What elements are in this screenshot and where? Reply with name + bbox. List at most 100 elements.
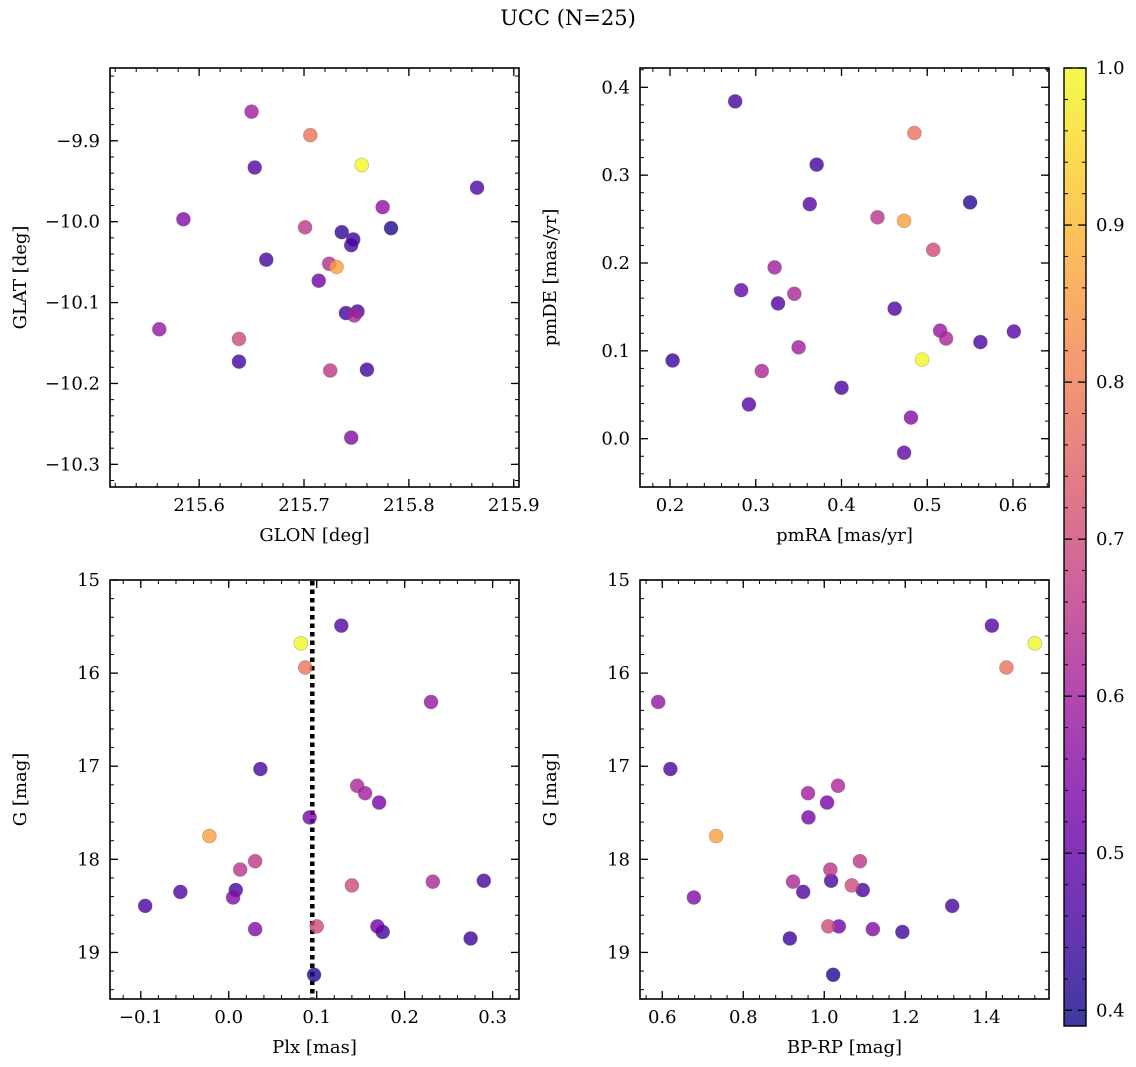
data-point (925, 242, 941, 258)
data-point (244, 104, 259, 119)
data-point (896, 213, 912, 229)
data-point (354, 157, 369, 173)
data-point (821, 919, 836, 934)
y-tick-label: −10.3 (45, 454, 100, 475)
data-point (819, 795, 835, 810)
data-point (795, 884, 811, 900)
x-tick-label: 0.2 (390, 1007, 419, 1028)
x-tick-label: 215.6 (173, 495, 225, 516)
colorbar-tick-label: 0.9 (1096, 215, 1125, 236)
data-point (334, 224, 350, 240)
data-point (151, 321, 167, 337)
data-point (137, 898, 153, 914)
data-point (370, 919, 385, 934)
data-point (371, 795, 387, 810)
y-tick-label: 16 (77, 663, 100, 684)
data-point (176, 211, 191, 227)
data-point (343, 237, 359, 253)
data-point (944, 898, 960, 914)
data-point (258, 252, 274, 268)
data-point (984, 618, 1000, 633)
y-tick-label: 19 (77, 942, 100, 963)
data-point (907, 125, 922, 141)
data-point (686, 890, 702, 905)
panel-3: −0.1 0.0 0.1 0.2 0.3 15 16 17 18 19 Plx [mas] G [ma… (10, 570, 520, 1058)
y-tick-label: 17 (77, 756, 100, 777)
data-point (741, 397, 757, 412)
y-tick-label: −10.0 (45, 212, 100, 233)
panel-4: 0.6 0.8 1.0 1.2 1.4 15 16 17 18 19 BP-RP [mag] G [m… (540, 570, 1050, 1058)
data-point (663, 761, 678, 777)
data-point (733, 282, 749, 298)
axes-frame (109, 579, 520, 1000)
data-point (225, 890, 241, 905)
data-point (463, 931, 478, 946)
colorbar-gradient (1064, 68, 1086, 1026)
data-point (423, 694, 439, 710)
data-point (999, 660, 1014, 675)
data-point (383, 220, 399, 236)
data-point (311, 273, 326, 289)
x-tick-label: 215.7 (278, 495, 330, 516)
data-point (303, 127, 318, 143)
data-point (782, 931, 798, 946)
data-point (343, 430, 359, 445)
data-point (938, 331, 954, 346)
data-point (297, 220, 313, 235)
data-point (375, 199, 390, 215)
x-tick-label: 0.0 (214, 1007, 243, 1028)
data-point (349, 778, 365, 794)
x-tick-label: 215.8 (383, 495, 435, 516)
colorbar: 0.4 0.5 0.6 0.7 0.8 0.9 1.0 (1063, 58, 1125, 1027)
data-point (801, 810, 816, 825)
axes-frame (639, 579, 1050, 1000)
colorbar-tick-label: 0.8 (1096, 372, 1125, 393)
colorbar-tick-label: 0.4 (1096, 1000, 1125, 1021)
data-point (665, 353, 680, 368)
x-tick-label: 0.4 (827, 495, 856, 516)
x-tick-label: 0.8 (729, 1007, 758, 1028)
y-tick-label: −9.9 (56, 131, 100, 152)
data-point (347, 308, 362, 323)
data-point (329, 259, 344, 275)
x-tick-label: 0.5 (913, 495, 942, 516)
axes-frame (639, 67, 1050, 488)
y-tick-label: 15 (77, 570, 100, 591)
data-point (825, 967, 841, 983)
x-tick-label: 1.0 (810, 1007, 839, 1028)
data-point (297, 660, 313, 675)
data-point (173, 884, 188, 900)
data-point (306, 967, 322, 983)
x-tick-label: 0.6 (648, 1007, 677, 1028)
data-point (791, 340, 806, 355)
data-point (302, 810, 317, 825)
x-tick-label: 215.9 (488, 495, 540, 516)
data-point (903, 410, 919, 425)
panel-1: 215.6 215.7 215.8 215.9 −9.9 −10.0 −10.1 −10.2 −… (10, 67, 540, 546)
y-tick-label: 17 (607, 756, 630, 777)
data-point (896, 445, 912, 461)
data-point (802, 196, 818, 212)
data-point (359, 362, 375, 378)
data-point (767, 260, 782, 275)
data-point (887, 301, 902, 316)
y-axis-label: pmDE [mas/yr] (540, 209, 561, 347)
data-point (870, 210, 885, 225)
x-axis-label: Plx [mas] (272, 1037, 357, 1058)
data-point (253, 761, 268, 777)
y-tick-label: −10.1 (45, 293, 100, 314)
y-tick-label: 18 (607, 849, 630, 870)
data-point (202, 828, 217, 844)
x-tick-label: 1.2 (891, 1007, 920, 1028)
data-point (322, 363, 338, 378)
x-axis-label: BP-RP [mag] (787, 1037, 902, 1058)
panel-2: 0.2 0.3 0.4 0.5 0.6 0.0 0.1 0.2 0.3 0.4 pmRA [mas/… (540, 67, 1050, 546)
data-point (476, 873, 492, 889)
data-point (895, 924, 910, 940)
data-point (708, 828, 724, 844)
y-tick-label: 0.2 (601, 253, 630, 274)
y-axis-label: GLAT [deg] (10, 226, 31, 330)
colorbar-tick-label: 0.5 (1096, 843, 1125, 864)
data-point (247, 853, 263, 869)
